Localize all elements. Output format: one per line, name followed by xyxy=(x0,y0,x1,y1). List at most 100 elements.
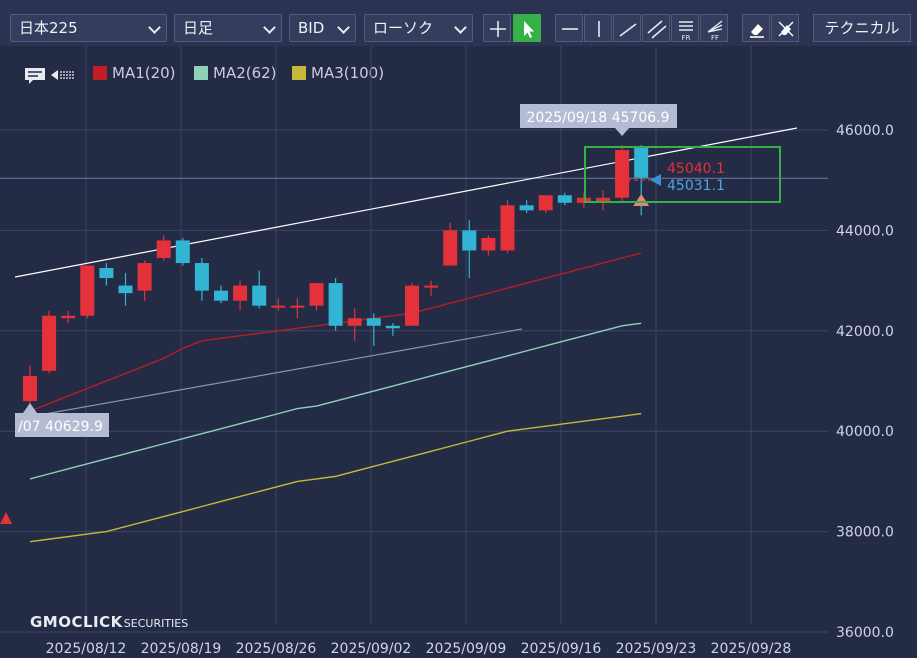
bid-price-pointer xyxy=(650,174,661,186)
chevron-down-icon xyxy=(148,21,161,34)
horizontal-line-tool-button[interactable] xyxy=(555,14,583,42)
brand-name: GMOCLICK xyxy=(30,613,123,631)
erase-tool-button[interactable] xyxy=(742,14,770,42)
fibonacci-fan-icon: FF xyxy=(707,20,723,42)
y-tick-label: 42000.0 xyxy=(836,324,894,340)
high-label-text: 2025/09/18 45706.9 xyxy=(526,110,669,126)
chart-toolbar: 日本225 日足 BID ローソク FR FF テクニカル xyxy=(0,0,917,46)
candle-body xyxy=(405,285,419,326)
horizontal-line-icon xyxy=(562,28,578,30)
offscreen-signal-marker xyxy=(0,512,12,524)
ask-price-label: 45040.1 xyxy=(667,161,725,177)
candle-body xyxy=(23,375,37,402)
x-tick-label: 2025/09/28 xyxy=(711,641,792,657)
fibonacci-retracement-tool-button[interactable]: FR xyxy=(671,14,699,42)
candle-body xyxy=(615,150,630,198)
candle-body xyxy=(271,305,286,308)
chevron-down-icon xyxy=(337,21,350,34)
y-tick-label: 44000.0 xyxy=(836,223,894,239)
candle-body xyxy=(634,147,649,178)
brand-sub: SECURITIES xyxy=(123,617,189,630)
y-tick-label: 38000.0 xyxy=(836,525,894,541)
ma-line-1 xyxy=(29,252,642,412)
legend-ma1-label: MA1(20) xyxy=(112,64,176,82)
y-tick-label: 40000.0 xyxy=(836,424,894,440)
symbol-select[interactable]: 日本225 xyxy=(10,14,167,42)
side-select-value: BID xyxy=(298,19,325,37)
symbol-select-value: 日本225 xyxy=(19,19,78,37)
candle-body xyxy=(137,263,152,291)
y-tick-label: 46000.0 xyxy=(836,123,894,139)
candle-body xyxy=(156,240,171,259)
eraser-icon xyxy=(750,24,764,38)
vertical-line-tool-button[interactable] xyxy=(584,14,612,42)
candle-body xyxy=(80,265,95,316)
candle-body xyxy=(576,197,591,203)
candle-body xyxy=(366,318,381,326)
candle-body xyxy=(309,283,324,306)
erase-all-tool-button[interactable] xyxy=(771,14,799,42)
trend-line-tool-button[interactable] xyxy=(613,14,641,42)
y-tick-label: 36000.0 xyxy=(836,625,894,641)
svg-text:FR: FR xyxy=(682,34,691,42)
candle-body xyxy=(194,263,209,291)
period-select[interactable]: 日足 xyxy=(174,14,282,42)
candle-body xyxy=(118,285,133,294)
highlight-box xyxy=(584,146,781,203)
collapse-legend-icon[interactable] xyxy=(50,68,76,82)
parallel-lines-icon xyxy=(647,20,667,39)
ma-line-2 xyxy=(29,322,642,480)
erase-all-icon xyxy=(778,21,794,37)
low-label-text: /07 40629.9 xyxy=(18,419,103,435)
bid-price-label: 45031.1 xyxy=(667,178,725,194)
chevron-down-icon xyxy=(454,21,467,34)
crosshair-tool-button[interactable] xyxy=(483,14,511,42)
x-tick-label: 2025/09/23 xyxy=(616,641,697,657)
candle-body xyxy=(99,268,114,279)
x-tick-label: 2025/09/09 xyxy=(426,641,507,657)
fibonacci-fan-tool-button[interactable]: FF xyxy=(700,14,728,42)
ma1-swatch xyxy=(93,66,107,80)
x-tick-label: 2025/09/16 xyxy=(521,641,602,657)
candle-body xyxy=(175,240,190,264)
x-tick-label: 2025/08/19 xyxy=(141,641,222,657)
candle-body xyxy=(538,195,553,211)
candle-body xyxy=(290,305,305,308)
candle-body xyxy=(443,230,458,266)
ma3-swatch xyxy=(292,66,306,80)
crosshair-icon xyxy=(490,21,506,37)
low-label-box xyxy=(15,413,109,437)
chevron-down-icon xyxy=(263,21,276,34)
pointer-tool-button[interactable] xyxy=(513,14,541,42)
legend-ma3: MA3(100) xyxy=(292,62,384,84)
buy-signal-marker xyxy=(633,194,650,206)
fibonacci-retracement-icon: FR xyxy=(679,21,693,42)
x-tick-label: 2025/08/26 xyxy=(236,641,317,657)
parallel-lines-tool-button[interactable] xyxy=(642,14,670,42)
legend-ma2: MA2(62) xyxy=(194,62,277,84)
ma-line-3 xyxy=(29,412,642,543)
x-tick-label: 2025/08/12 xyxy=(46,641,127,657)
trend-line xyxy=(14,127,798,278)
price-chart[interactable]: 46000.0 44000.0 42000.0 40000.0 38000.0 36000… xyxy=(0,46,917,658)
candle-body xyxy=(424,285,439,288)
legend-ma1: MA1(20) xyxy=(93,62,176,84)
candle-body xyxy=(347,318,362,326)
chat-bubble-icon[interactable] xyxy=(24,66,46,86)
candle-body xyxy=(233,285,248,301)
high-label-box xyxy=(520,104,677,128)
brand-logo: GMOCLICKSECURITIES xyxy=(30,613,188,631)
candle-body xyxy=(481,237,496,251)
technical-button[interactable]: テクニカル xyxy=(813,14,911,42)
side-select[interactable]: BID xyxy=(289,14,356,42)
chart-style-select[interactable]: ローソク xyxy=(364,14,473,42)
candle-body xyxy=(519,205,534,211)
candle-body xyxy=(596,197,610,203)
candle-body xyxy=(328,283,343,326)
candle-body xyxy=(385,325,400,329)
candle-body xyxy=(214,290,228,301)
candle-body xyxy=(500,205,515,251)
trend-line-icon xyxy=(619,23,637,37)
candle-body xyxy=(252,285,267,306)
candle-body xyxy=(42,315,57,371)
